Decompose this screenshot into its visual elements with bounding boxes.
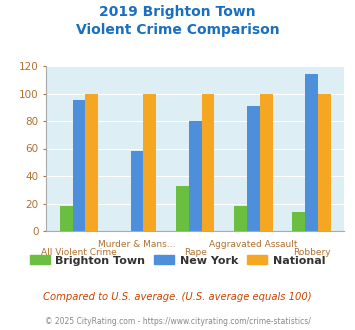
Legend: Brighton Town, New York, National: Brighton Town, New York, National (26, 251, 329, 270)
Bar (234, 206, 247, 231)
Text: Compared to U.S. average. (U.S. average equals 100): Compared to U.S. average. (U.S. average … (43, 292, 312, 302)
Bar (72, 100, 85, 231)
Bar (202, 93, 214, 231)
Bar (305, 74, 318, 231)
Bar (85, 93, 98, 231)
Bar (60, 206, 72, 231)
Text: © 2025 CityRating.com - https://www.cityrating.com/crime-statistics/: © 2025 CityRating.com - https://www.city… (45, 317, 310, 326)
Text: Violent Crime Comparison: Violent Crime Comparison (76, 23, 279, 37)
Bar (131, 151, 143, 231)
Text: All Violent Crime: All Violent Crime (41, 248, 117, 257)
Bar (293, 212, 305, 231)
Bar (260, 93, 273, 231)
Bar (189, 121, 202, 231)
Bar (247, 106, 260, 231)
Text: Murder & Mans...: Murder & Mans... (98, 240, 176, 249)
Text: Rape: Rape (184, 248, 207, 257)
Bar (143, 93, 156, 231)
Text: Aggravated Assault: Aggravated Assault (209, 240, 298, 249)
Bar (318, 93, 331, 231)
Text: 2019 Brighton Town: 2019 Brighton Town (99, 5, 256, 19)
Bar (176, 185, 189, 231)
Text: Robbery: Robbery (293, 248, 331, 257)
